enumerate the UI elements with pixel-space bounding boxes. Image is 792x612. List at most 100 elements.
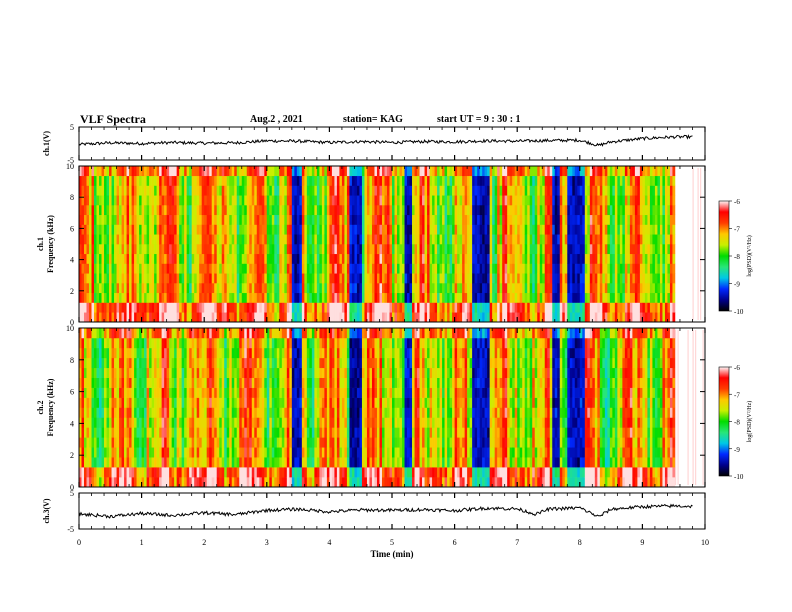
- spectrogram-cell: [84, 244, 87, 255]
- spectrogram-cell: [166, 337, 170, 349]
- spectrogram-cell: [184, 312, 187, 323]
- spectrogram-cell: [397, 253, 400, 264]
- spectrogram-cell: [214, 166, 218, 177]
- spectrogram-cell: [161, 467, 165, 478]
- spectrogram-cell: [291, 273, 295, 284]
- spectrogram-cell: [186, 224, 190, 235]
- spectrogram-cell: [154, 407, 157, 418]
- spectrogram-cell: [234, 166, 238, 177]
- spectrogram-cell: [386, 273, 390, 284]
- spectrogram-cell: [184, 175, 187, 186]
- spectrogram-cell: [669, 244, 673, 255]
- spectrogram-cell: [482, 292, 485, 303]
- spectrogram-cell: [246, 234, 250, 245]
- spectrogram-cell: [662, 205, 666, 216]
- spectrogram-cell: [341, 205, 345, 216]
- spectrogram-cell: [221, 347, 225, 359]
- spectrogram-cell: [464, 253, 468, 264]
- spectrogram-cell: [116, 407, 120, 418]
- spectrogram-cell: [151, 387, 155, 398]
- spectrogram-cell: [241, 195, 245, 206]
- spectrogram-cell: [309, 234, 313, 245]
- spectrogram-cell: [429, 205, 433, 216]
- spectrogram-cell: [376, 244, 380, 255]
- spectrogram-cell: [181, 467, 185, 478]
- spectrogram-cell: [136, 205, 140, 216]
- spectrogram-cell: [131, 205, 135, 216]
- spectrogram-cell: [234, 292, 238, 303]
- spectrogram-cell: [579, 283, 583, 294]
- spectrogram-cell: [552, 263, 556, 274]
- spectrogram-cell: [527, 292, 531, 303]
- spectrogram-cell: [399, 205, 403, 216]
- spectrogram-cell: [201, 205, 205, 216]
- spectrogram-cell: [136, 467, 140, 478]
- spectrogram-cell: [114, 337, 117, 349]
- spectrogram-cell: [156, 427, 160, 438]
- spectrogram-cell: [439, 195, 443, 206]
- spectrogram-cell: [124, 244, 127, 255]
- spectrogram-cell: [309, 166, 313, 177]
- spectrogram-cell: [204, 185, 207, 196]
- spectrogram-cell: [459, 292, 463, 303]
- spectrogram-cell: [201, 427, 205, 438]
- spectrogram-cell: [454, 263, 458, 274]
- spectrogram-cell: [199, 292, 202, 303]
- spectrogram-cell: [209, 263, 213, 274]
- spectrogram-cell: [577, 263, 581, 274]
- spectrogram-cell: [166, 437, 170, 448]
- spectrogram-cell: [134, 312, 137, 323]
- spectrogram-cell: [394, 244, 398, 255]
- spectrogram-cell: [379, 283, 383, 294]
- spectrogram-cell: [194, 417, 197, 428]
- spectrogram-cell: [266, 214, 270, 225]
- spectrogram-cell: [552, 205, 556, 216]
- spectrogram-cell: [161, 185, 165, 196]
- spectrogram-cell: [534, 205, 538, 216]
- spectrogram-cell: [672, 292, 676, 303]
- spectrogram-cell: [291, 263, 295, 274]
- spectrogram-cell: [124, 437, 127, 448]
- spectrogram-cell: [517, 244, 520, 255]
- spectrogram-cell: [181, 397, 185, 408]
- spectrogram-cell: [94, 312, 97, 323]
- spectrogram-cell: [394, 185, 398, 196]
- spectrogram-cell: [86, 387, 90, 398]
- spectrogram-cell: [376, 224, 380, 235]
- spectrogram-cell: [301, 292, 305, 303]
- spectrogram-cell: [136, 447, 140, 458]
- spectrogram-cell: [214, 185, 218, 196]
- spectrogram-cell: [106, 166, 110, 177]
- spectrogram-cell: [129, 263, 132, 274]
- spectrogram-cell: [672, 273, 676, 284]
- spectrogram-cell: [629, 244, 633, 255]
- spectrogram-cell: [381, 185, 385, 196]
- spectrogram-cell: [184, 417, 187, 428]
- spectrogram-cell: [434, 195, 438, 206]
- spectrogram-cell: [474, 302, 478, 313]
- spectrogram-cell: [171, 205, 175, 216]
- spectrogram-cell: [437, 234, 440, 245]
- spectrogram-cell: [371, 292, 375, 303]
- spectrogram-cell: [457, 292, 460, 303]
- spectrogram-cell: [189, 377, 192, 388]
- spectrogram-cell: [114, 292, 117, 303]
- spectrogram-cell: [559, 185, 563, 196]
- spectrogram-cell: [139, 377, 142, 388]
- spectrogram-cell: [374, 263, 378, 274]
- spectrogram-cell: [454, 185, 458, 196]
- spectrogram-cell: [164, 328, 167, 339]
- spectrogram-cell: [219, 467, 223, 478]
- spectrogram-cell: [129, 407, 132, 418]
- spectrogram-cell: [219, 244, 223, 255]
- spectrogram-cell: [467, 195, 470, 206]
- spectrogram-cell: [442, 175, 445, 186]
- spectrogram-cell: [517, 312, 520, 323]
- spectrogram-cell: [319, 302, 323, 313]
- spectrogram-cell: [154, 427, 157, 438]
- spectrogram-cell: [457, 185, 460, 196]
- spectrogram-cell: [224, 185, 228, 196]
- spectrogram-cell: [89, 292, 92, 303]
- spectrogram-cell: [196, 244, 200, 255]
- spectrogram-cell: [236, 273, 240, 284]
